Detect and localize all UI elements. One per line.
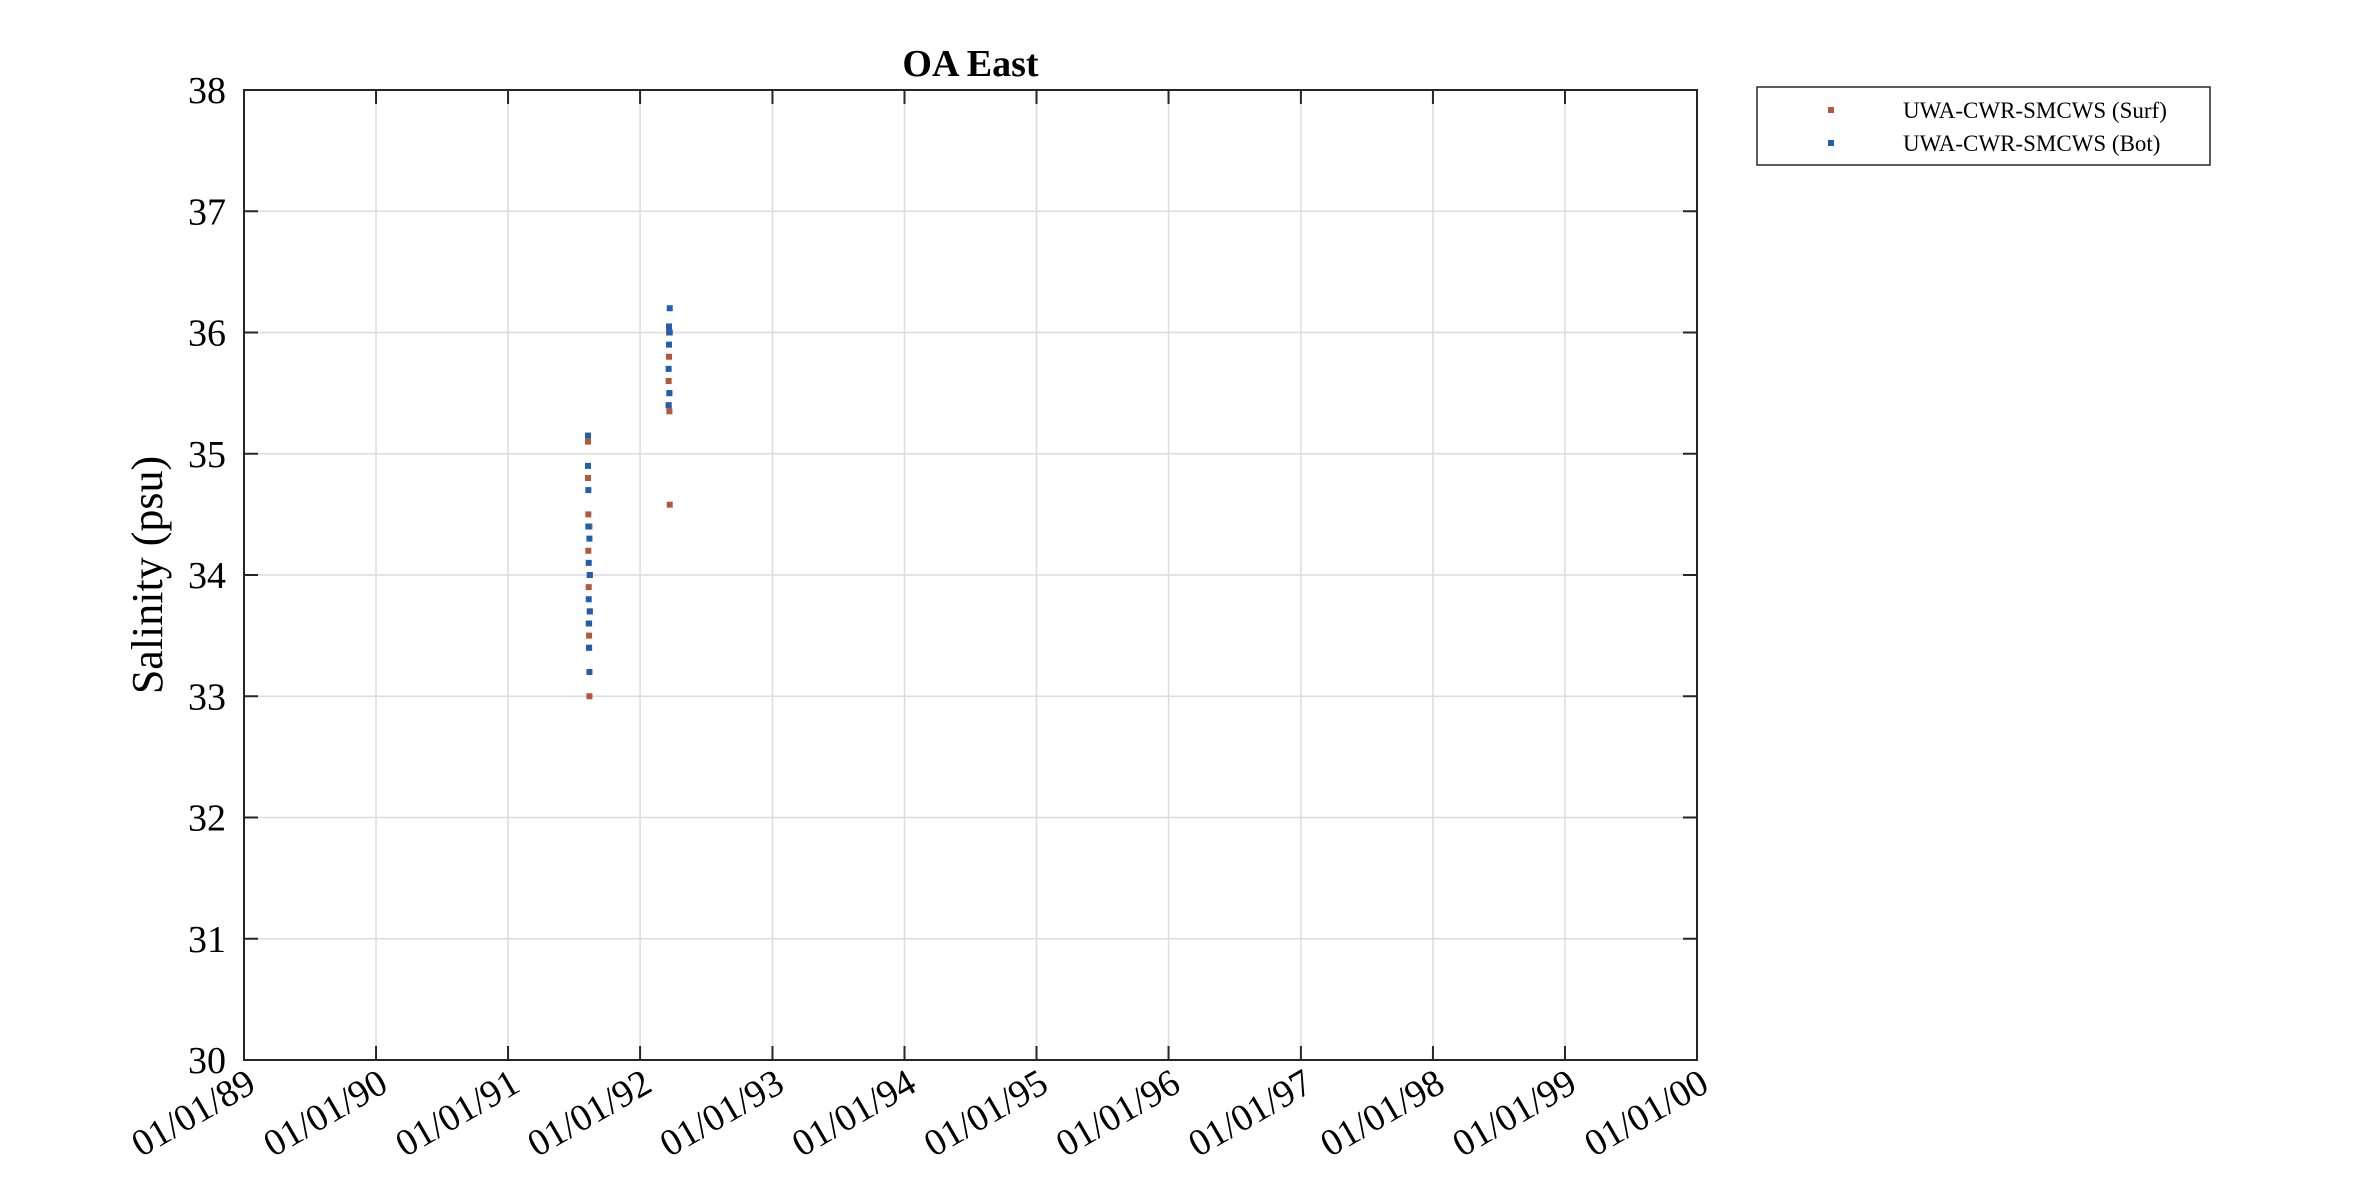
data-point xyxy=(585,487,592,494)
data-point xyxy=(665,378,672,384)
y-tick-labels: 30 31 32 33 34 35 36 37 38 xyxy=(188,70,226,1082)
data-point xyxy=(585,547,592,554)
legend-marker-surf xyxy=(1828,107,1834,113)
chart-title: OA East xyxy=(902,43,1039,85)
data-point xyxy=(586,693,593,700)
data-point xyxy=(666,390,673,397)
y-tick-label: 31 xyxy=(188,919,226,961)
data-point xyxy=(586,669,593,675)
data-point xyxy=(586,535,593,542)
data-points xyxy=(584,305,673,700)
data-point xyxy=(584,475,591,481)
data-point xyxy=(666,323,673,330)
data-point xyxy=(666,341,673,348)
y-tick-label: 37 xyxy=(188,191,226,233)
legend: UWA-CWR-SMCWS (Surf) UWA-CWR-SMCWS (Bot) xyxy=(1756,86,2211,166)
data-point xyxy=(585,584,592,591)
data-point xyxy=(586,572,593,578)
y-axis-label: Salinity (psu) xyxy=(123,456,172,694)
y-tick-label: 34 xyxy=(188,555,226,597)
data-point xyxy=(665,402,672,409)
y-tick-label: 35 xyxy=(188,434,226,476)
data-point xyxy=(585,511,592,518)
legend-label-bot: UWA-CWR-SMCWS (Bot) xyxy=(1903,131,2160,156)
y-tick-label: 33 xyxy=(188,676,226,718)
data-point xyxy=(586,620,593,627)
data-point xyxy=(585,596,592,603)
data-point xyxy=(665,365,672,372)
data-point xyxy=(584,432,591,439)
y-tick-label: 30 xyxy=(188,1040,226,1082)
legend-marker-bot xyxy=(1828,140,1834,146)
y-tick-label: 38 xyxy=(188,70,226,112)
data-point xyxy=(585,559,592,566)
data-point xyxy=(586,632,593,639)
data-point xyxy=(666,408,673,415)
y-tick-label: 36 xyxy=(188,313,226,355)
data-point xyxy=(666,353,673,360)
data-point xyxy=(584,438,591,445)
data-point xyxy=(666,329,673,336)
series-bot xyxy=(584,305,673,675)
data-point xyxy=(666,501,673,508)
data-point xyxy=(584,462,591,469)
grid xyxy=(243,89,1698,1061)
legend-label-surf: UWA-CWR-SMCWS (Surf) xyxy=(1903,98,2167,123)
data-point xyxy=(586,644,593,651)
plot-frame xyxy=(243,89,1698,1061)
data-point xyxy=(585,523,592,530)
data-point xyxy=(666,305,673,312)
legend-box xyxy=(1756,86,2211,166)
data-point xyxy=(586,608,593,615)
y-tick-label: 32 xyxy=(188,798,226,840)
